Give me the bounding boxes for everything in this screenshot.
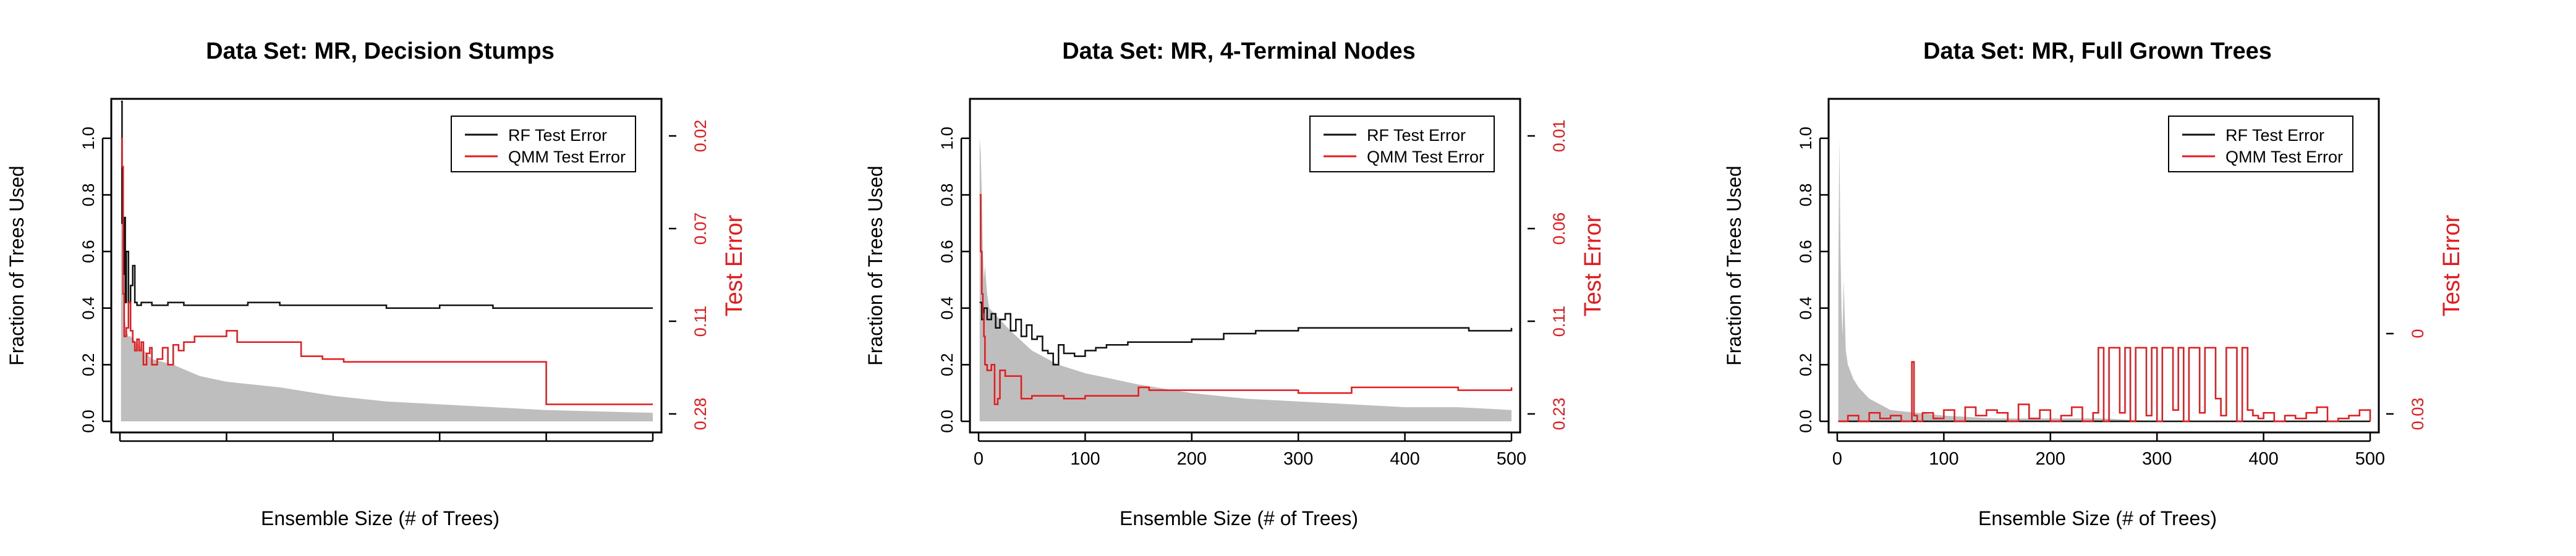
y-tick-label: 1.0 [79, 127, 98, 150]
x-tick-label: 400 [1390, 449, 1419, 469]
axes-group: 0.0 0.2 0.4 0.6 0.8 1.0 0.28 0.11 0.07 0.02 [79, 120, 710, 442]
x-tick-label: 500 [1497, 449, 1526, 469]
chart-title: Data Set: MR, Full Grown Trees [1923, 38, 2272, 64]
plot-frame [110, 98, 663, 434]
y-tick-label: 1.0 [1796, 127, 1815, 150]
y-tick-label: 0.2 [938, 353, 956, 377]
y2-tick-label: 0.06 [1550, 213, 1568, 245]
x-tick-label: 0 [974, 449, 984, 469]
y2-tick-label: 0.01 [1550, 120, 1568, 153]
fraction-used-area-group [979, 138, 1511, 422]
legend-rf-label: RF Test Error [1367, 126, 1466, 145]
axes-group: 0 100 200 300 400 500 0.0 0.2 0.4 0.6 0.8 1.0 0.03 0 [1796, 127, 2427, 469]
chart-panel-3: Data Set: MR, Full Grown Trees 0 100 200 30… [1717, 0, 2576, 556]
x-tick-label: 200 [1177, 449, 1207, 469]
legend-box [451, 116, 636, 172]
legend-qmm-label: QMM Test Error [508, 148, 626, 166]
y2-axis-label: Test Error [721, 214, 747, 316]
plot-frame [1827, 98, 2380, 434]
legend: RF Test Error QMM Test Error [1309, 116, 1495, 172]
fraction-used-area-group [121, 138, 653, 422]
y-tick-label: 0.0 [938, 410, 956, 433]
qmm-test-error-line [121, 137, 653, 405]
y-axis-label: Fraction of Trees Used [6, 166, 28, 366]
y-tick-label: 0.8 [1796, 183, 1815, 207]
y-tick-label: 0.2 [79, 353, 98, 377]
y-tick-label: 0.4 [938, 297, 956, 320]
x-axis-label: Ensemble Size (# of Trees) [1978, 507, 2217, 529]
legend-rf-label: RF Test Error [2225, 126, 2324, 145]
y-tick-label: 0.8 [938, 183, 956, 207]
y2-tick-label: 0.23 [1550, 398, 1568, 431]
rf-test-error-line [121, 101, 653, 309]
y2-tick-label: 0.11 [691, 306, 710, 337]
series-group [121, 101, 653, 405]
chart-2-svg: Data Set: MR, 4-Terminal Nodes 0 100 200 30… [864, 38, 1606, 529]
x-tick-label: 300 [2142, 449, 2172, 469]
y2-tick-label: 0.03 [2408, 398, 2427, 431]
legend-qmm-label: QMM Test Error [2225, 148, 2343, 166]
axes-group: 0 100 200 300 400 500 0.0 0.2 0.4 0.6 0.8 1.0 0.23 0.… [938, 120, 1568, 469]
x-tick-label: 0 [1832, 449, 1842, 469]
chart-3-svg: Data Set: MR, Full Grown Trees 0 100 200 30… [1723, 38, 2465, 529]
y-tick-label: 0.6 [938, 240, 956, 263]
legend-rf-label: RF Test Error [508, 126, 607, 145]
y-tick-label: 0.0 [1796, 410, 1815, 433]
x-axis-label: Ensemble Size (# of Trees) [1120, 507, 1358, 529]
y-tick-label: 0.6 [79, 240, 98, 263]
y2-tick-label: 0.07 [691, 213, 710, 245]
qmm-test-error-line [1838, 347, 2371, 423]
legend-qmm-label: QMM Test Error [1367, 148, 1484, 166]
legend-box [2168, 116, 2353, 172]
x-tick-label: 100 [1070, 449, 1100, 469]
series-group [979, 194, 1513, 405]
fraction-used-area [979, 138, 1511, 422]
y-axis-label: Fraction of Trees Used [1723, 166, 1745, 366]
legend-box [1309, 116, 1495, 172]
x-tick-label: 100 [1929, 449, 1958, 469]
y-tick-label: 0.8 [79, 183, 98, 207]
qmm-test-error-line [979, 194, 1513, 405]
chart-1-svg: Data Set: MR, Decision Stumps 0.00.20.40… [6, 38, 747, 529]
y-axis-label: Fraction of Trees Used [864, 166, 886, 366]
series-group [1838, 347, 2371, 423]
rf-test-error-line [979, 301, 1513, 366]
y-tick-label: 0.2 [1796, 353, 1815, 377]
y-tick-label: 0.6 [1796, 240, 1815, 263]
y2-tick-label: 0.11 [1550, 306, 1568, 337]
chart-panel-1: Data Set: MR, Decision Stumps 0.0 0.2 0.4 0… [0, 0, 859, 556]
y2-tick-label: 0.02 [691, 120, 710, 153]
y2-tick-label: 0.28 [691, 398, 710, 431]
x-axis-label: Ensemble Size (# of Trees) [261, 507, 499, 529]
legend: RF Test Error QMM Test Error [2168, 116, 2353, 172]
legend: RF Test Error QMM Test Error [451, 116, 636, 172]
y-tick-label: 0.0 [79, 410, 98, 433]
plot-frame [969, 98, 1521, 434]
chart-panel-2: Data Set: MR, 4-Terminal Nodes 0 100 200 30… [859, 0, 1717, 556]
y-tick-label: 0.4 [1796, 297, 1815, 320]
chart-title: Data Set: MR, Decision Stumps [206, 38, 555, 64]
x-tick-label: 400 [2248, 449, 2278, 469]
y2-axis-label: Test Error [1580, 214, 1606, 316]
y2-axis-label: Test Error [2439, 214, 2465, 316]
fraction-used-area [121, 138, 653, 422]
x-tick-label: 300 [1283, 449, 1313, 469]
y2-tick-label: 0 [2408, 329, 2427, 338]
x-tick-label: 200 [2036, 449, 2065, 469]
y-tick-label: 1.0 [938, 127, 956, 150]
y-tick-label: 0.4 [79, 297, 98, 320]
chart-title: Data Set: MR, 4-Terminal Nodes [1062, 38, 1416, 64]
x-tick-label: 500 [2355, 449, 2385, 469]
